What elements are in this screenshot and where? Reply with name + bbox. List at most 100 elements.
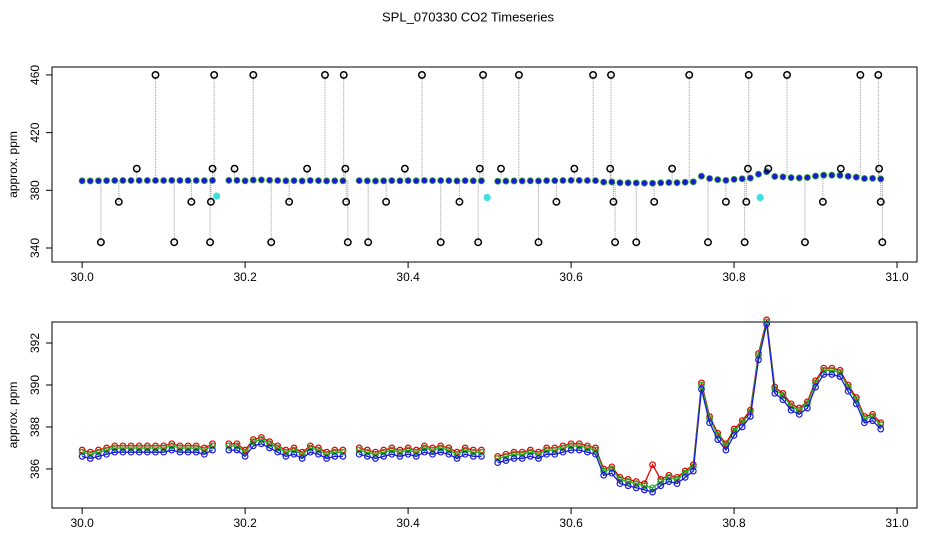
point	[518, 455, 526, 462]
point	[852, 173, 860, 181]
y-tick-label: 420	[28, 122, 42, 142]
point	[364, 238, 373, 247]
point	[200, 446, 208, 454]
point	[429, 444, 436, 452]
x-tick-label: 30.0	[70, 516, 94, 530]
x-tick-label: 30.8	[722, 516, 746, 530]
point	[421, 448, 428, 456]
point	[233, 442, 241, 450]
y-tick-label: 340	[28, 238, 42, 258]
point	[609, 197, 618, 206]
point	[209, 176, 216, 184]
point	[127, 444, 135, 452]
point	[567, 446, 575, 454]
point	[111, 444, 119, 452]
point	[494, 455, 502, 462]
point	[738, 175, 746, 183]
point	[543, 450, 551, 458]
point	[469, 446, 477, 454]
point	[380, 448, 388, 456]
point	[608, 465, 616, 473]
point	[665, 473, 673, 481]
point	[600, 178, 608, 186]
y-tick-label: 460	[28, 65, 42, 85]
point	[657, 179, 665, 187]
point	[836, 164, 845, 173]
point	[339, 70, 348, 79]
point	[641, 480, 648, 488]
point	[380, 452, 388, 460]
point	[382, 197, 391, 206]
y-axis-label: approx. ppm	[6, 131, 20, 198]
point	[290, 177, 298, 185]
point	[306, 448, 314, 456]
point	[783, 70, 791, 79]
point	[127, 442, 135, 450]
point	[206, 238, 215, 247]
point	[681, 473, 689, 481]
point	[820, 366, 828, 374]
point	[861, 175, 868, 182]
point	[685, 70, 694, 79]
point	[114, 197, 123, 206]
point	[657, 478, 665, 485]
point	[372, 177, 379, 185]
point	[828, 364, 836, 372]
point	[551, 446, 559, 454]
point	[306, 177, 314, 184]
point	[339, 448, 347, 456]
point	[168, 176, 176, 184]
point	[681, 178, 689, 186]
point	[388, 177, 396, 185]
point	[78, 448, 86, 456]
point	[363, 448, 371, 456]
point	[479, 70, 488, 79]
point	[323, 455, 331, 462]
point	[861, 419, 868, 427]
point	[795, 174, 803, 182]
point	[514, 70, 523, 79]
point	[673, 179, 681, 187]
point	[143, 177, 151, 184]
point	[698, 385, 705, 393]
x-tick-label: 30.4	[396, 270, 420, 284]
point	[589, 70, 598, 79]
point	[803, 404, 811, 412]
point	[698, 172, 705, 180]
point	[437, 448, 445, 456]
point	[608, 178, 616, 186]
x-tick-label: 30.6	[559, 516, 583, 530]
point	[704, 238, 712, 247]
point	[746, 174, 754, 182]
point	[298, 450, 306, 458]
point	[119, 177, 127, 184]
point	[461, 450, 469, 458]
y-tick-label: 392	[28, 333, 42, 353]
point	[469, 177, 477, 185]
plot-frame	[51, 321, 918, 509]
point	[290, 446, 298, 454]
point	[567, 176, 575, 184]
point	[740, 238, 749, 247]
point	[738, 423, 746, 431]
point	[478, 446, 485, 454]
point	[497, 164, 505, 173]
point	[875, 164, 884, 173]
point	[404, 450, 412, 458]
point	[828, 171, 836, 179]
point	[429, 177, 436, 185]
point	[184, 448, 192, 456]
point	[258, 176, 265, 184]
point	[494, 177, 502, 185]
point	[396, 452, 404, 460]
point	[208, 164, 217, 173]
point	[95, 452, 102, 460]
point	[611, 238, 620, 247]
y-tick-label: 380	[28, 180, 42, 200]
point	[86, 450, 94, 458]
point	[421, 444, 428, 452]
point	[535, 177, 542, 185]
point	[714, 176, 722, 184]
point	[706, 175, 714, 182]
